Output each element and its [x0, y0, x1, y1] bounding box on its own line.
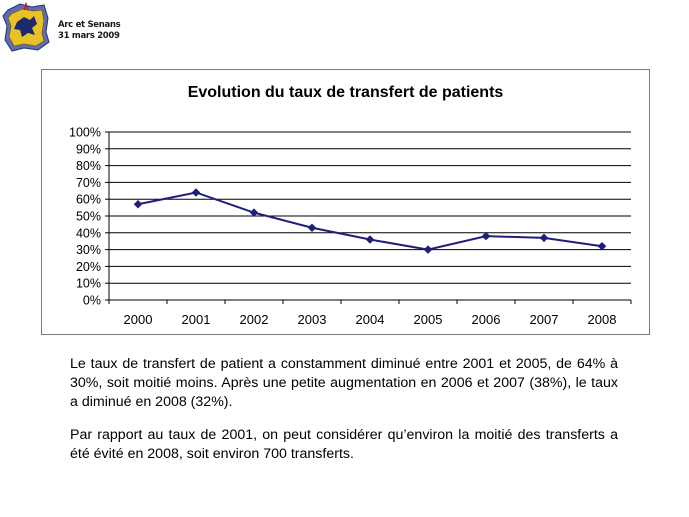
- x-tick-label: 2001: [182, 312, 211, 327]
- header-date: 31 mars 2009: [58, 31, 120, 41]
- paragraph-summary: Le taux de transfert de patient a consta…: [70, 356, 618, 410]
- x-tick-label: 2004: [356, 312, 385, 327]
- x-tick-label: 2000: [124, 312, 153, 327]
- header-text: Arc et Senans 31 mars 2009: [58, 20, 121, 42]
- y-tick-label: 20%: [76, 260, 101, 274]
- y-tick-label: 30%: [76, 243, 101, 257]
- x-tick-label: 2008: [588, 312, 617, 327]
- y-tick-label: 70%: [76, 176, 101, 190]
- x-tick-label: 2006: [472, 312, 501, 327]
- header-location: Arc et Senans: [58, 20, 121, 30]
- y-tick-label: 80%: [76, 159, 101, 173]
- y-tick-label: 40%: [76, 226, 101, 240]
- data-point: [365, 235, 375, 244]
- paragraph-conclusion: Par rapport au taux de 2001, on peut con…: [70, 427, 618, 462]
- data-point: [597, 241, 607, 251]
- data-point: [539, 233, 549, 243]
- x-tick-label: 2002: [240, 312, 269, 327]
- y-tick-label: 10%: [76, 277, 101, 291]
- regional-logo: [2, 2, 50, 52]
- data-point: [481, 231, 491, 241]
- data-point: [423, 245, 433, 254]
- data-point: [191, 188, 201, 197]
- y-tick-label: 50%: [76, 210, 101, 224]
- line-chart: 0% 10% 20% 30% 40% 50% 60% 70% 80% 90% 100% 2000 200…: [69, 126, 632, 327]
- x-tick-label: 2007: [530, 312, 559, 327]
- y-tick-label: 90%: [76, 142, 101, 156]
- x-tick-label: 2005: [414, 312, 443, 327]
- y-tick-label: 100%: [69, 126, 101, 140]
- data-point: [133, 199, 143, 209]
- chart-frame: Evolution du taux de transfert de patien…: [41, 69, 650, 335]
- chart-title: Evolution du taux de transfert de patien…: [187, 84, 504, 101]
- data-point: [307, 223, 317, 233]
- data-point: [249, 208, 259, 217]
- body-text: Le taux de transfert de patient a consta…: [70, 355, 618, 478]
- y-tick-label: 60%: [76, 193, 101, 207]
- y-tick-label: 0%: [83, 294, 101, 308]
- x-tick-label: 2003: [298, 312, 327, 327]
